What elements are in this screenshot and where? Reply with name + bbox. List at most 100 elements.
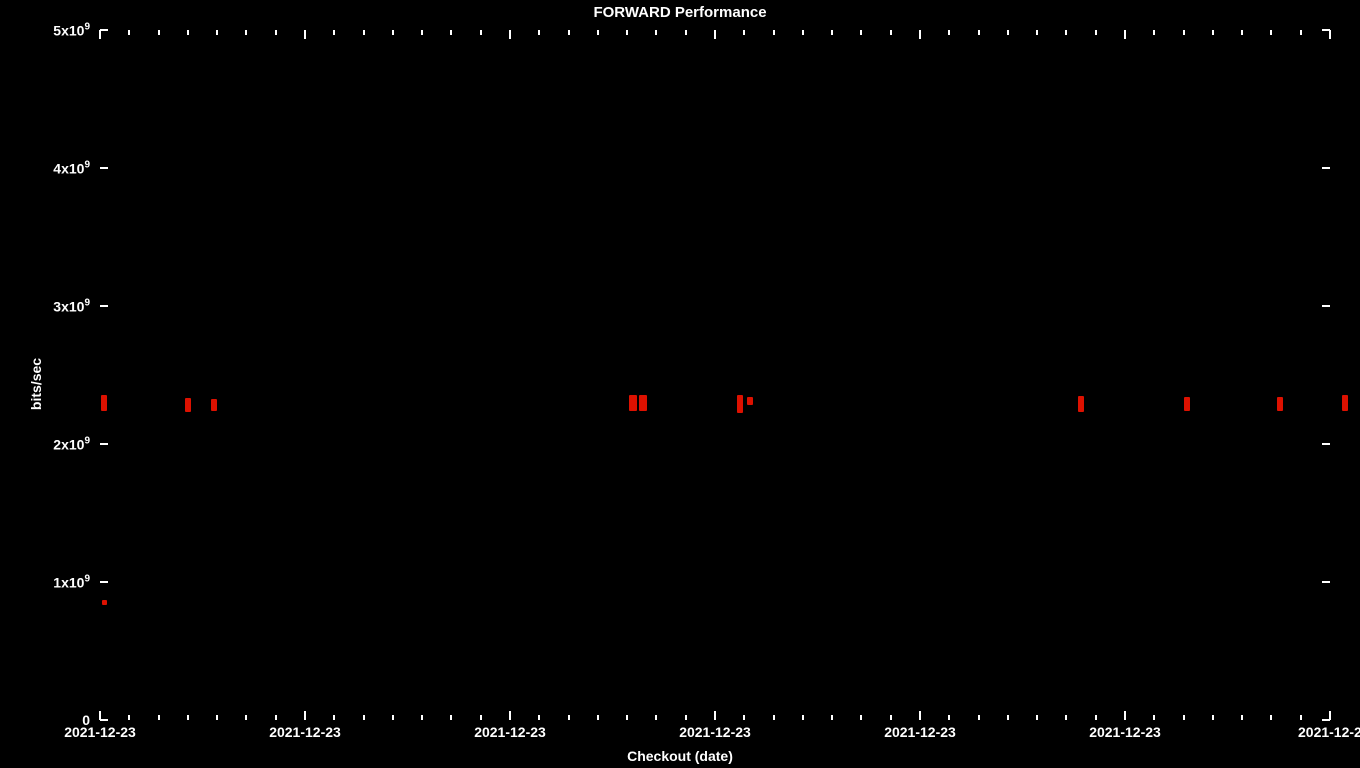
- performance-chart: FORWARD Performance bits/sec Checkout (d…: [0, 0, 1360, 768]
- x-minor-tick: [802, 30, 804, 35]
- x-minor-tick: [1300, 715, 1302, 720]
- x-minor-tick: [890, 30, 892, 35]
- x-minor-tick: [743, 30, 745, 35]
- x-minor-tick: [1065, 715, 1067, 720]
- x-minor-tick: [568, 30, 570, 35]
- x-minor-tick: [1036, 30, 1038, 35]
- y-tick-label: 3x109: [53, 298, 90, 315]
- data-point: [102, 600, 107, 605]
- x-minor-tick: [450, 715, 452, 720]
- x-minor-tick: [685, 30, 687, 35]
- x-minor-tick: [1241, 715, 1243, 720]
- x-minor-tick: [538, 30, 540, 35]
- x-major-tick: [1124, 711, 1126, 720]
- y-tick-mark: [100, 581, 108, 583]
- chart-title: FORWARD Performance: [0, 4, 1360, 21]
- x-minor-tick: [655, 715, 657, 720]
- x-minor-tick: [802, 715, 804, 720]
- x-tick-label: 2021-12-2: [1298, 724, 1360, 740]
- x-minor-tick: [860, 30, 862, 35]
- x-minor-tick: [245, 30, 247, 35]
- x-major-tick: [1124, 30, 1126, 39]
- x-minor-tick: [1212, 30, 1214, 35]
- x-major-tick: [919, 711, 921, 720]
- x-minor-tick: [1007, 30, 1009, 35]
- x-minor-tick: [480, 30, 482, 35]
- x-minor-tick: [1065, 30, 1067, 35]
- x-tick-label: 2021-12-23: [64, 724, 136, 740]
- x-minor-tick: [1183, 30, 1185, 35]
- x-minor-tick: [978, 30, 980, 35]
- x-minor-tick: [1036, 715, 1038, 720]
- x-minor-tick: [1153, 715, 1155, 720]
- y-tick-mark: [100, 719, 108, 721]
- x-minor-tick: [1300, 30, 1302, 35]
- x-minor-tick: [392, 715, 394, 720]
- x-major-tick: [1329, 30, 1331, 39]
- x-tick-label: 2021-12-23: [1089, 724, 1161, 740]
- x-minor-tick: [363, 30, 365, 35]
- x-minor-tick: [538, 715, 540, 720]
- x-tick-label: 2021-12-23: [679, 724, 751, 740]
- data-point: [101, 395, 107, 411]
- x-minor-tick: [597, 30, 599, 35]
- y-tick-mark: [1322, 443, 1330, 445]
- x-minor-tick: [568, 715, 570, 720]
- x-major-tick: [714, 30, 716, 39]
- x-minor-tick: [948, 30, 950, 35]
- y-axis-title: bits/sec: [28, 358, 44, 410]
- y-tick-label: 2x109: [53, 436, 90, 453]
- x-minor-tick: [978, 715, 980, 720]
- x-minor-tick: [1212, 715, 1214, 720]
- x-minor-tick: [216, 715, 218, 720]
- x-minor-tick: [1270, 715, 1272, 720]
- data-point: [639, 395, 647, 411]
- y-tick-mark: [100, 305, 108, 307]
- x-minor-tick: [392, 30, 394, 35]
- x-minor-tick: [743, 715, 745, 720]
- x-tick-label: 2021-12-23: [269, 724, 341, 740]
- y-tick-mark: [100, 29, 108, 31]
- x-major-tick: [509, 30, 511, 39]
- plot-area: [100, 30, 1330, 720]
- x-minor-tick: [1007, 715, 1009, 720]
- x-minor-tick: [831, 30, 833, 35]
- x-minor-tick: [245, 715, 247, 720]
- x-minor-tick: [948, 715, 950, 720]
- x-minor-tick: [158, 30, 160, 35]
- y-tick-mark: [1322, 581, 1330, 583]
- data-point: [1342, 395, 1348, 411]
- x-minor-tick: [421, 715, 423, 720]
- x-minor-tick: [1183, 715, 1185, 720]
- x-minor-tick: [626, 30, 628, 35]
- x-major-tick: [304, 711, 306, 720]
- x-minor-tick: [333, 30, 335, 35]
- x-minor-tick: [1270, 30, 1272, 35]
- x-minor-tick: [450, 30, 452, 35]
- y-tick-label: 5x109: [53, 22, 90, 39]
- y-tick-label: 4x109: [53, 160, 90, 177]
- x-minor-tick: [216, 30, 218, 35]
- x-minor-tick: [773, 30, 775, 35]
- x-minor-tick: [655, 30, 657, 35]
- data-point: [629, 395, 637, 411]
- x-minor-tick: [480, 715, 482, 720]
- x-minor-tick: [128, 30, 130, 35]
- x-minor-tick: [1241, 30, 1243, 35]
- x-minor-tick: [275, 30, 277, 35]
- x-minor-tick: [685, 715, 687, 720]
- x-minor-tick: [890, 715, 892, 720]
- x-minor-tick: [1153, 30, 1155, 35]
- x-major-tick: [1329, 711, 1331, 720]
- x-major-tick: [99, 30, 101, 39]
- y-tick-mark: [100, 443, 108, 445]
- x-minor-tick: [187, 30, 189, 35]
- x-minor-tick: [363, 715, 365, 720]
- x-minor-tick: [158, 715, 160, 720]
- data-point: [1277, 397, 1283, 411]
- x-tick-label: 2021-12-23: [474, 724, 546, 740]
- data-point: [211, 399, 217, 411]
- x-minor-tick: [773, 715, 775, 720]
- x-minor-tick: [860, 715, 862, 720]
- x-minor-tick: [128, 715, 130, 720]
